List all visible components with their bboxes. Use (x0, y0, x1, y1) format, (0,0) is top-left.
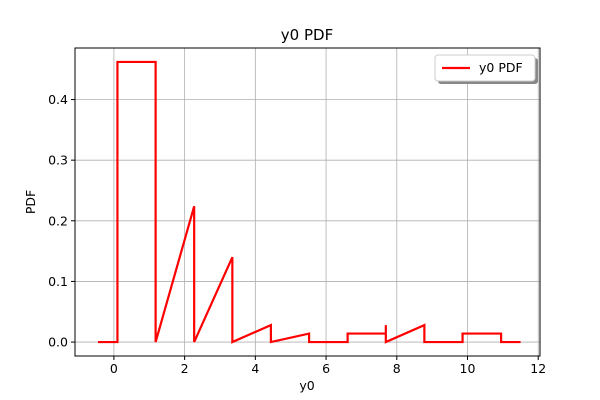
legend-entry-label: y0 PDF (479, 60, 523, 75)
x-tick-label: 8 (393, 361, 401, 376)
x-tick-label: 2 (181, 361, 189, 376)
x-tick-label: 0 (110, 361, 118, 376)
legend: y0 PDF (434, 54, 538, 84)
series-line-y0-pdf (97, 60, 521, 344)
y-tick-label: 0.1 (48, 274, 68, 289)
x-tick-label: 4 (251, 361, 259, 376)
x-tick-label: 10 (460, 361, 476, 376)
y-tick-label: 0.2 (48, 213, 68, 228)
y-tick-label: 0.4 (48, 92, 68, 107)
ticks: 0 2 4 6 8 10 12 0.0 0.1 0.2 0.3 0.4 (48, 92, 546, 376)
legend-box (434, 54, 536, 82)
x-tick-label: 12 (530, 361, 546, 376)
grid (75, 48, 540, 356)
y-tick-label: 0.3 (48, 153, 68, 168)
x-tick-label: 6 (322, 361, 330, 376)
chart-title: y0 PDF (281, 26, 333, 44)
y-axis-label: PDF (23, 190, 38, 214)
axes-frame (74, 47, 541, 357)
x-axis-label: y0 (299, 378, 314, 393)
series-layer (97, 60, 521, 344)
y-tick-label: 0.0 (48, 335, 68, 350)
